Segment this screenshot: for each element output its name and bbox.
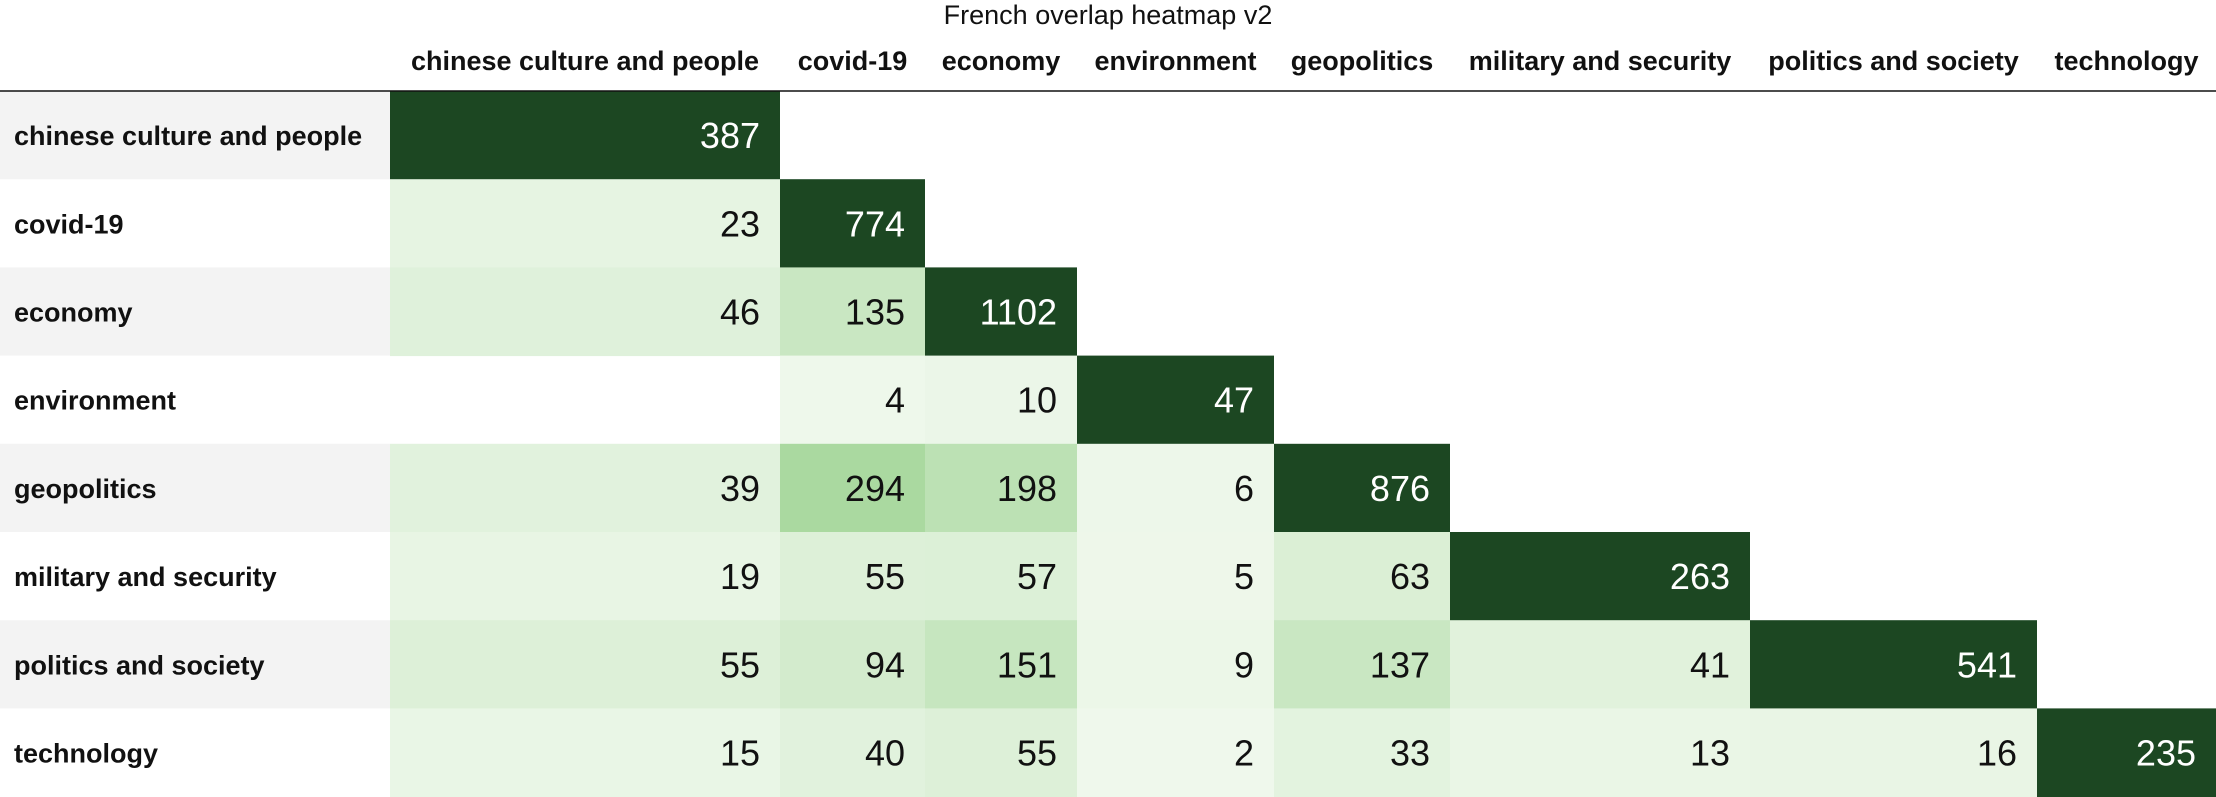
row-headers: chinese culture and people covid-19 econom…: [14, 121, 362, 768]
cell-value-label: 2: [1234, 733, 1254, 774]
cell-value-label: 294: [845, 468, 905, 509]
heatmap-cell: [780, 443, 925, 533]
cell-value-label: 13: [1690, 733, 1730, 774]
column-headers: chinese culture and people covid-19 econom…: [411, 46, 2199, 76]
heatmap-cell: [925, 620, 1077, 709]
heatmap-cell: [390, 620, 780, 709]
cell-value-label: 47: [1214, 380, 1254, 421]
heatmap-cell: [390, 708, 780, 797]
row-header-geopolitics: geopolitics: [14, 474, 157, 504]
heatmap-cell: [780, 179, 925, 268]
cell-value-label: 137: [1370, 644, 1430, 685]
row-band: [0, 443, 390, 532]
cell-value-label: 876: [1370, 468, 1430, 509]
row-header-politics-and-society: politics and society: [14, 650, 265, 680]
heatmap-cell: [1450, 532, 1750, 621]
cell-value-label: 46: [720, 292, 760, 333]
column-header-military-and-security: military and security: [1469, 46, 1732, 76]
heatmap-cell: [1077, 532, 1274, 621]
cell-value-label: 16: [1977, 733, 2017, 774]
heatmap-cell: [1274, 532, 1450, 621]
heatmap-cell: [1274, 708, 1450, 797]
cell-value-label: 541: [1957, 644, 2017, 685]
column-header-economy: economy: [942, 46, 1061, 76]
heatmap-cell: [1077, 708, 1274, 797]
heatmap-cell: [925, 267, 1077, 357]
row-bands: [0, 91, 390, 709]
heatmap-cell: [1077, 443, 1274, 533]
heatmap-cell: [1750, 708, 2037, 797]
chart-title: French overlap heatmap v2: [943, 0, 1273, 30]
row-header-military-and-security: military and security: [14, 562, 277, 592]
heatmap-cell: [780, 267, 925, 357]
column-header-geopolitics: geopolitics: [1291, 46, 1434, 76]
column-header-politics-and-society: politics and society: [1768, 46, 2019, 76]
heatmap-cell: [1274, 443, 1450, 533]
row-header-technology: technology: [14, 739, 158, 769]
heatmap-cell: [780, 708, 925, 797]
row-band: [0, 620, 390, 709]
cell-value-label: 6: [1234, 468, 1254, 509]
cell-value-label: 235: [2136, 733, 2196, 774]
cell-value-label: 19: [720, 556, 760, 597]
heatmap-cell: [390, 91, 780, 180]
heatmap-cell: [1750, 620, 2037, 709]
cell-value-label: 55: [720, 644, 760, 685]
heatmap-cell: [780, 532, 925, 621]
row-header-chinese-culture-and-people: chinese culture and people: [14, 121, 362, 151]
cell-value-label: 774: [845, 203, 905, 244]
heatmap-cell: [1077, 355, 1274, 445]
heatmap-cell: [925, 708, 1077, 797]
row-header-environment: environment: [14, 386, 176, 416]
column-header-chinese-culture-and-people: chinese culture and people: [411, 46, 759, 76]
heatmap-cell: [1450, 708, 1750, 797]
heatmap-cell: [390, 532, 780, 621]
cell-value-label: 4: [885, 380, 905, 421]
heatmap-cell: [780, 620, 925, 709]
row-header-covid-19: covid-19: [14, 209, 124, 239]
row-header-economy: economy: [14, 298, 133, 328]
cell-value-label: 23: [720, 203, 760, 244]
heatmap-cell: [1077, 620, 1274, 709]
row-band: [0, 91, 390, 180]
cell-value-label: 1102: [980, 292, 1057, 333]
cell-value-label: 135: [845, 292, 905, 333]
cell-value-label: 5: [1234, 556, 1254, 597]
heatmap-cell: [1450, 620, 1750, 709]
heatmap-cell: [925, 443, 1077, 533]
cell-value-label: 40: [865, 733, 905, 774]
cell-value-label: 15: [720, 733, 760, 774]
cell-value-label: 198: [997, 468, 1057, 509]
heatmap-cell: [925, 532, 1077, 621]
column-header-covid-19: covid-19: [798, 46, 908, 76]
heatmap-cell: [925, 355, 1077, 445]
cell-value-label: 151: [997, 644, 1057, 685]
heatmap-cell: [390, 179, 780, 268]
cell-value-label: 63: [1390, 556, 1430, 597]
cell-value-label: 57: [1017, 556, 1057, 597]
cell-value-label: 55: [1017, 733, 1057, 774]
cell-value-label: 94: [865, 644, 905, 685]
heatmap-cell: [390, 267, 780, 357]
column-header-environment: environment: [1094, 46, 1256, 76]
cell-value-label: 39: [720, 468, 760, 509]
heatmap-cell: [390, 443, 780, 533]
cell-value-label: 41: [1690, 644, 1730, 685]
cell-value-label: 33: [1390, 733, 1430, 774]
cell-value-label: 9: [1234, 644, 1254, 685]
heatmap-cell: [1274, 620, 1450, 709]
cell-value-label: 387: [700, 115, 760, 156]
row-band: [0, 267, 390, 356]
cell-value-label: 10: [1017, 380, 1057, 421]
column-header-technology: technology: [2054, 46, 2198, 76]
heatmap-cell: [780, 355, 925, 445]
cell-value-label: 55: [865, 556, 905, 597]
heatmap-cell: [2037, 708, 2216, 797]
cell-value-label: 263: [1670, 556, 1730, 597]
